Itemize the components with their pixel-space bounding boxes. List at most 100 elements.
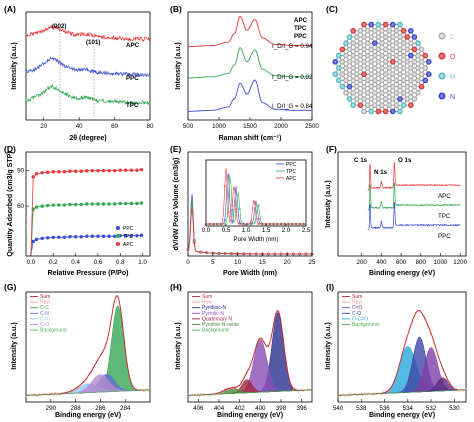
atom: [372, 78, 378, 84]
atom: [394, 53, 400, 59]
e-inset-xtick-label-0.5: 0.5: [222, 227, 231, 234]
atom: [394, 40, 400, 46]
panel-c-legend: C O H N: [439, 33, 457, 102]
panel-g-label: (G): [4, 282, 16, 292]
isotherm-point: [79, 203, 82, 206]
atom: [386, 40, 392, 46]
atom: [347, 47, 353, 53]
atom: [343, 65, 349, 71]
atom: [347, 84, 353, 90]
f-xtick-label-800: 800: [416, 259, 427, 266]
atom: [365, 102, 371, 108]
isotherm-point: [102, 169, 105, 172]
panel-d-xlabel: Relative Pressure (P/Po): [48, 270, 129, 277]
isotherm-point: [35, 205, 38, 208]
atom: [397, 109, 403, 115]
xtick-label-288: 288: [70, 405, 81, 412]
atom: [358, 90, 364, 96]
xtick-label-398: 398: [276, 405, 287, 412]
panel-h: (H) Binding energy (eV) Intensity (a.u.)…: [170, 282, 312, 419]
legend-label-5: Background: [352, 322, 379, 328]
atom: [372, 102, 378, 108]
isotherm-point: [74, 170, 77, 173]
atom: [365, 28, 371, 34]
isotherm-point: [52, 203, 55, 206]
atom: [390, 22, 396, 28]
atom: [368, 47, 374, 53]
atom: [408, 28, 414, 34]
atom: [390, 84, 396, 90]
e-inset-xtick-label-2.0: 2.0: [282, 227, 291, 234]
f-xtick-label-600: 600: [396, 259, 407, 266]
legend-n-dot: [439, 93, 446, 100]
atom: [347, 71, 353, 77]
atom: [390, 96, 396, 102]
atom: [354, 84, 360, 90]
isotherm-point: [119, 169, 122, 172]
panel-e-ylabel: dV/dW Pore Volume (cm3/g): [173, 158, 180, 251]
isotherm-point: [107, 235, 110, 238]
atom: [408, 90, 414, 96]
atom: [358, 28, 364, 34]
d-legend-ppc: PPC: [123, 226, 134, 232]
atom: [368, 22, 374, 28]
panel-e: (E) PPC TPC APC 0 5 10 15 20 250.0 0.5 1.0 1.5 2.…: [170, 144, 316, 277]
xtick-label-530: 530: [449, 405, 460, 412]
b-xtick-label-1000: 1000: [212, 123, 226, 130]
isotherm-point: [52, 170, 55, 173]
xtick-label-396: 396: [297, 405, 308, 412]
d-legend-tpc-dot: [116, 234, 120, 238]
panel-a-xlabel: 2θ (degree): [69, 135, 106, 142]
f-peak-n1s: N 1s: [374, 169, 388, 176]
atom: [358, 102, 364, 108]
isotherm-point: [35, 238, 38, 241]
component-quaternary-n: [188, 380, 312, 396]
atom: [426, 71, 432, 77]
panel-c-label: (C): [326, 4, 338, 14]
atom: [358, 53, 364, 59]
atom: [390, 59, 396, 65]
isotherm-point: [46, 236, 49, 239]
isotherm-point: [113, 202, 116, 205]
xtick-label-538: 538: [356, 405, 367, 412]
xtick-label-404: 404: [214, 405, 225, 412]
panel-g-xlabel: Binding energy (eV): [55, 412, 121, 419]
isotherm-point: [135, 202, 138, 205]
isotherm-point: [79, 235, 82, 238]
atom: [343, 90, 349, 96]
panel-e-ticks: 0 5 10 15 20 250.0 0.5 1.0 1.5 2.0 2.5: [186, 224, 316, 266]
atom: [372, 28, 378, 34]
f-xtick-label-200: 200: [357, 259, 368, 266]
isotherm-point: [113, 169, 116, 172]
atom: [332, 59, 338, 65]
isotherm-point: [135, 169, 138, 172]
atom: [347, 96, 353, 102]
atom: [397, 96, 403, 102]
e-xtick-label-10: 10: [234, 259, 241, 266]
atom: [368, 84, 374, 90]
isotherm-point: [85, 202, 88, 205]
inset-line-tpc: [206, 175, 306, 224]
isotherm-point: [130, 202, 133, 205]
atom: [390, 71, 396, 77]
atom: [401, 90, 407, 96]
e-inset-xtick-label-1.5: 1.5: [262, 227, 271, 234]
isotherm-point: [102, 202, 105, 205]
e-inset-xtick-label-0.0: 0.0: [202, 227, 211, 234]
atom: [340, 47, 346, 53]
atom: [419, 47, 425, 53]
atom: [361, 84, 367, 90]
e-xtick-label-0: 0: [186, 259, 190, 266]
atom: [386, 78, 392, 84]
atom: [376, 22, 382, 28]
atom: [383, 71, 389, 77]
isotherm-point: [119, 202, 122, 205]
xtick-label-400: 400: [255, 405, 266, 412]
panel-b-label: (B): [170, 4, 182, 14]
xtick-label-536: 536: [379, 405, 390, 412]
panel-c: (C) C O H N: [326, 4, 456, 114]
atom: [365, 90, 371, 96]
atom: [336, 53, 342, 59]
isotherm-point: [74, 203, 77, 206]
atom: [386, 65, 392, 71]
